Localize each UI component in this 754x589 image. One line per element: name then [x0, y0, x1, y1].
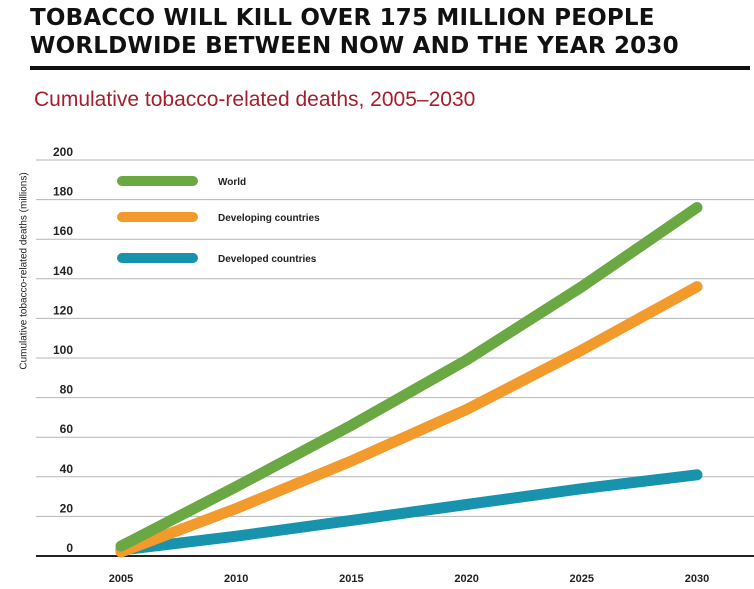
chart-subtitle: Cumulative tobacco-related deaths, 2005–… [34, 88, 476, 111]
y-tick-label: 200 [53, 145, 73, 159]
series-line-developed-countries [115, 469, 703, 556]
headline-line-2: WORLDWIDE BETWEEN NOW AND THE YEAR 2030 [30, 33, 679, 59]
y-tick-label: 140 [53, 264, 73, 278]
y-tick-label: 160 [53, 224, 73, 238]
y-tick-label: 0 [66, 541, 73, 555]
y-tick-label: 20 [60, 501, 74, 515]
y-tick-label: 40 [60, 462, 74, 476]
y-tick-label: 80 [60, 383, 74, 397]
x-tick-labels: 2005 2010 2015 2020 2025 2030 [109, 573, 709, 585]
y-tick-label: 120 [53, 303, 73, 317]
x-tick-label: 2005 [109, 573, 133, 585]
y-tick-label: 60 [60, 422, 74, 436]
legend: World Developing countries Developed count… [117, 176, 320, 265]
series-line-world [115, 202, 703, 552]
y-tick-label: 180 [53, 185, 73, 199]
headline-line-1: TOBACCO WILL KILL OVER 175 MILLION PEOPL… [30, 5, 655, 31]
x-tick-label: 2020 [454, 573, 478, 585]
series-lines [115, 202, 703, 558]
y-tick-labels: 0 20 40 60 80 100 120 140 160 180 200 [53, 145, 73, 555]
x-tick-label: 2010 [224, 573, 248, 585]
x-tick-label: 2025 [570, 573, 594, 585]
x-tick-label: 2030 [685, 573, 709, 585]
headline-rule [30, 66, 750, 70]
series-line-developing-countries [115, 281, 703, 558]
chart-headline: TOBACCO WILL KILL OVER 175 MILLION PEOPL… [30, 4, 730, 60]
legend-label-developing-countries: Developing countries [218, 213, 320, 224]
legend-label-world: World [218, 177, 246, 188]
y-tick-label: 100 [53, 343, 73, 357]
x-tick-label: 2015 [339, 573, 363, 585]
legend-label-developed-countries: Developed countries [218, 254, 317, 265]
